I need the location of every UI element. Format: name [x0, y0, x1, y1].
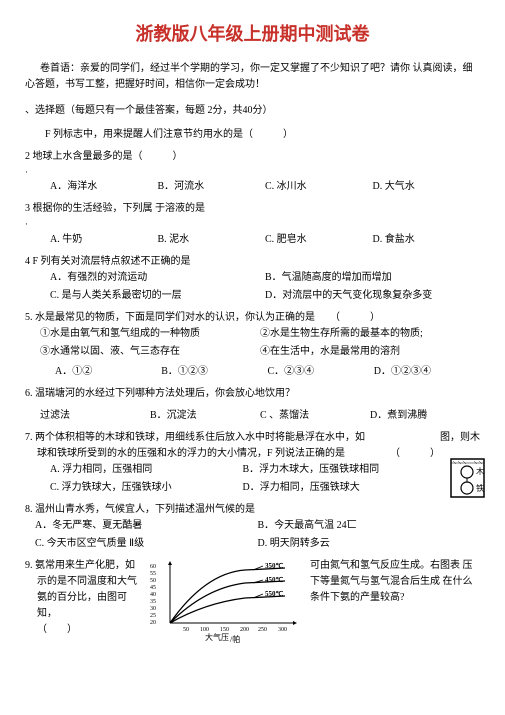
- q7-text1r: 图，则木: [440, 430, 480, 446]
- q8-opt-a: A．冬无严寒、夏无酷暑: [35, 518, 258, 534]
- intro-text: 卷首语：亲爱的同学们，经过半个学期的学习，你一定又掌握了不少知识了吧？请你 认真…: [25, 61, 480, 93]
- q9-num: 9.: [25, 560, 33, 571]
- q5-line1: ①水是由氧气和氢气组成的一种物质: [40, 326, 260, 342]
- q4-opt-b: B．气温随高度的增加而增加: [265, 270, 480, 286]
- svg-text:550℃: 550℃: [265, 590, 284, 598]
- q9-left1: 氨常用来生产化肥，如: [35, 560, 135, 571]
- q7-num: 7.: [25, 432, 33, 443]
- section-1-sub: F 列标志中，用来提醒人们注意节约用水的是（ ）: [25, 127, 480, 143]
- q3-opt-b: B. 泥水: [158, 232, 266, 248]
- svg-text:50: 50: [183, 627, 189, 633]
- q5-line2: ②水是生物生存所需的最基本的物质;: [260, 326, 480, 342]
- svg-text:/帕: /帕: [230, 634, 240, 643]
- q8-opt-d: D. 明天阴转多云: [258, 536, 481, 552]
- q4-opt-a: A．有强烈的对流运动: [50, 270, 265, 286]
- iron-label: 铁: [476, 483, 484, 493]
- svg-text:20: 20: [150, 620, 156, 626]
- q7-opt-c: C. 浮力铁球大，压强铁球小: [50, 480, 243, 496]
- q3-text: 根据你的生活经验，下列属 于溶液的是: [33, 203, 206, 214]
- q7-text2: 球和铁球所受到的水的压强和水的浮力的大小情况，F 列说法正确的是: [37, 448, 345, 459]
- question-6: 6. 温瑞塘河的水经过下列哪种方法处理后，你会放心地饮用？ 过滤法 B．沉淀法 …: [25, 386, 480, 424]
- question-7: 7. 两个体积相等的木球和铁球，用细线系住后放入水中时将能悬浮在水中，如 图，则…: [25, 430, 480, 496]
- q6-opt-d: D．煮到沸腾: [370, 408, 480, 424]
- q8-opt-b: B．今天最高气温 24匸: [258, 518, 481, 534]
- q9-right-text: 可由氮气和氢气反应生成。右图表 压下等量氮气与氢气混合后生成 在什么条件下氨的产…: [305, 558, 480, 606]
- q2-opt-c: C. 冰川水: [265, 179, 373, 195]
- wood-label: 木: [476, 466, 484, 476]
- q2-opt-d: D. 大气水: [373, 179, 481, 195]
- ammonia-chart: 20 25 30 35 40 45 50 55 60 50 100 150 20…: [145, 558, 305, 649]
- svg-text:250: 250: [258, 627, 267, 633]
- q9-left2: 示的是不同温度和大气: [37, 574, 145, 590]
- q8-text: 温州山青水秀，气候宜人，下列描述温州气候的是: [35, 504, 255, 515]
- exam-title: 浙教版八年级上册期中测试卷: [25, 20, 480, 49]
- q7-text1: 两个体积相等的木球和铁球，用细线系住后放入水中时将能悬浮在水中，如: [35, 432, 365, 443]
- q9-left3: 氨的百分比，由图可知，: [37, 590, 145, 622]
- q3-num: 3: [25, 203, 30, 214]
- svg-text:350℃: 350℃: [265, 562, 284, 570]
- q4-opt-c: C. 是与人类关系最密切的一层: [50, 288, 265, 304]
- svg-text:25: 25: [150, 613, 156, 619]
- q7-text2r: （ ）: [390, 446, 440, 462]
- buoyancy-diagram: 木 铁: [450, 458, 485, 498]
- question-4: 4 F 列有关对流层特点叙述不正确的是 A．有强烈的对流运动 B．气温随高度的增…: [25, 254, 480, 304]
- q3-opt-a: A. 牛奶: [50, 232, 158, 248]
- q5-opt-c: C．②③④: [268, 364, 374, 380]
- q8-opt-c: C. 今天市区空气质量 Ⅱ级: [35, 536, 258, 552]
- svg-text:40: 40: [150, 592, 156, 598]
- q3-opt-d: D. 食盐水: [373, 232, 481, 248]
- q4-opt-d: D．对流层中的天气变化现象复杂多变: [265, 288, 480, 304]
- q7-opt-b: B．浮力木球大，压强铁球相同: [243, 462, 436, 478]
- q5-text: 水是最常见的物质，下面是同学们对水的认识，你认为正确的是 （ ）: [35, 312, 380, 323]
- svg-text:30: 30: [150, 606, 156, 612]
- svg-text:45: 45: [150, 585, 156, 591]
- q6-text: 温瑞塘河的水经过下列哪种方法处理后，你会放心地饮用？: [35, 388, 295, 399]
- q5-line3: ③水通常以固、液、气三态存在: [40, 344, 260, 360]
- q7-opt-d: D．浮力相同，压强铁球大: [243, 480, 436, 496]
- chart-xlabel: 大气压: [205, 632, 229, 642]
- svg-text:60: 60: [150, 564, 156, 570]
- svg-text:55: 55: [150, 571, 156, 577]
- q2-opt-a: A．海洋水: [50, 179, 158, 195]
- q5-opt-d: D．①②③④: [374, 364, 480, 380]
- q8-num: 8.: [25, 504, 33, 515]
- svg-text:450℃: 450℃: [265, 576, 284, 584]
- q6-opt-b: B．沉淀法: [150, 408, 260, 424]
- question-5: 5. 水是最常见的物质，下面是同学们对水的认识，你认为正确的是 （ ） ①水是由…: [25, 310, 480, 380]
- q2-text: 地球上水含量最多的是（ ）: [33, 151, 183, 162]
- q2-num: 2: [25, 151, 30, 162]
- question-9: 9. 氨常用来生产化肥，如 示的是不同温度和大气 氨的百分比，由图可知， （ ）…: [25, 558, 480, 649]
- q5-num: 5.: [25, 312, 33, 323]
- svg-text:50: 50: [150, 578, 156, 584]
- question-3: 3 根据你的生活经验，下列属 于溶液的是 · A. 牛奶 B. 泥水 C. 肥皂…: [25, 201, 480, 247]
- q4-num: 4: [25, 256, 30, 267]
- svg-text:200: 200: [240, 627, 249, 633]
- q2-opt-b: B．河流水: [158, 179, 266, 195]
- svg-text:35: 35: [150, 599, 156, 605]
- q9-left4: （ ）: [37, 622, 145, 638]
- q5-opt-b: B．①②③: [161, 364, 267, 380]
- q5-line4: ④在生活中，水是最常用的溶剂: [260, 344, 480, 360]
- question-8: 8. 温州山青水秀，气候宜人，下列描述温州气候的是 A．冬无严寒、夏无酷暑 B．…: [25, 502, 480, 552]
- q7-opt-a: A. 浮力相同，压强相同: [50, 462, 243, 478]
- q6-opt-c: C 、蒸馏法: [260, 408, 370, 424]
- question-2: 2 地球上水含量最多的是（ ） · A．海洋水 B．河流水 C. 冰川水 D. …: [25, 149, 480, 195]
- q3-opt-c: C. 肥皂水: [265, 232, 373, 248]
- q4-text: F 列有关对流层特点叙述不正确的是: [33, 256, 191, 267]
- svg-text:300: 300: [278, 627, 287, 633]
- q6-num: 6.: [25, 388, 33, 399]
- q5-opt-a: A．①②: [55, 364, 161, 380]
- section-1-header: 、选择题（每题只有一个最佳答案，每题 2分，共40分）: [25, 103, 480, 119]
- q6-opt-a: 过滤法: [40, 408, 150, 424]
